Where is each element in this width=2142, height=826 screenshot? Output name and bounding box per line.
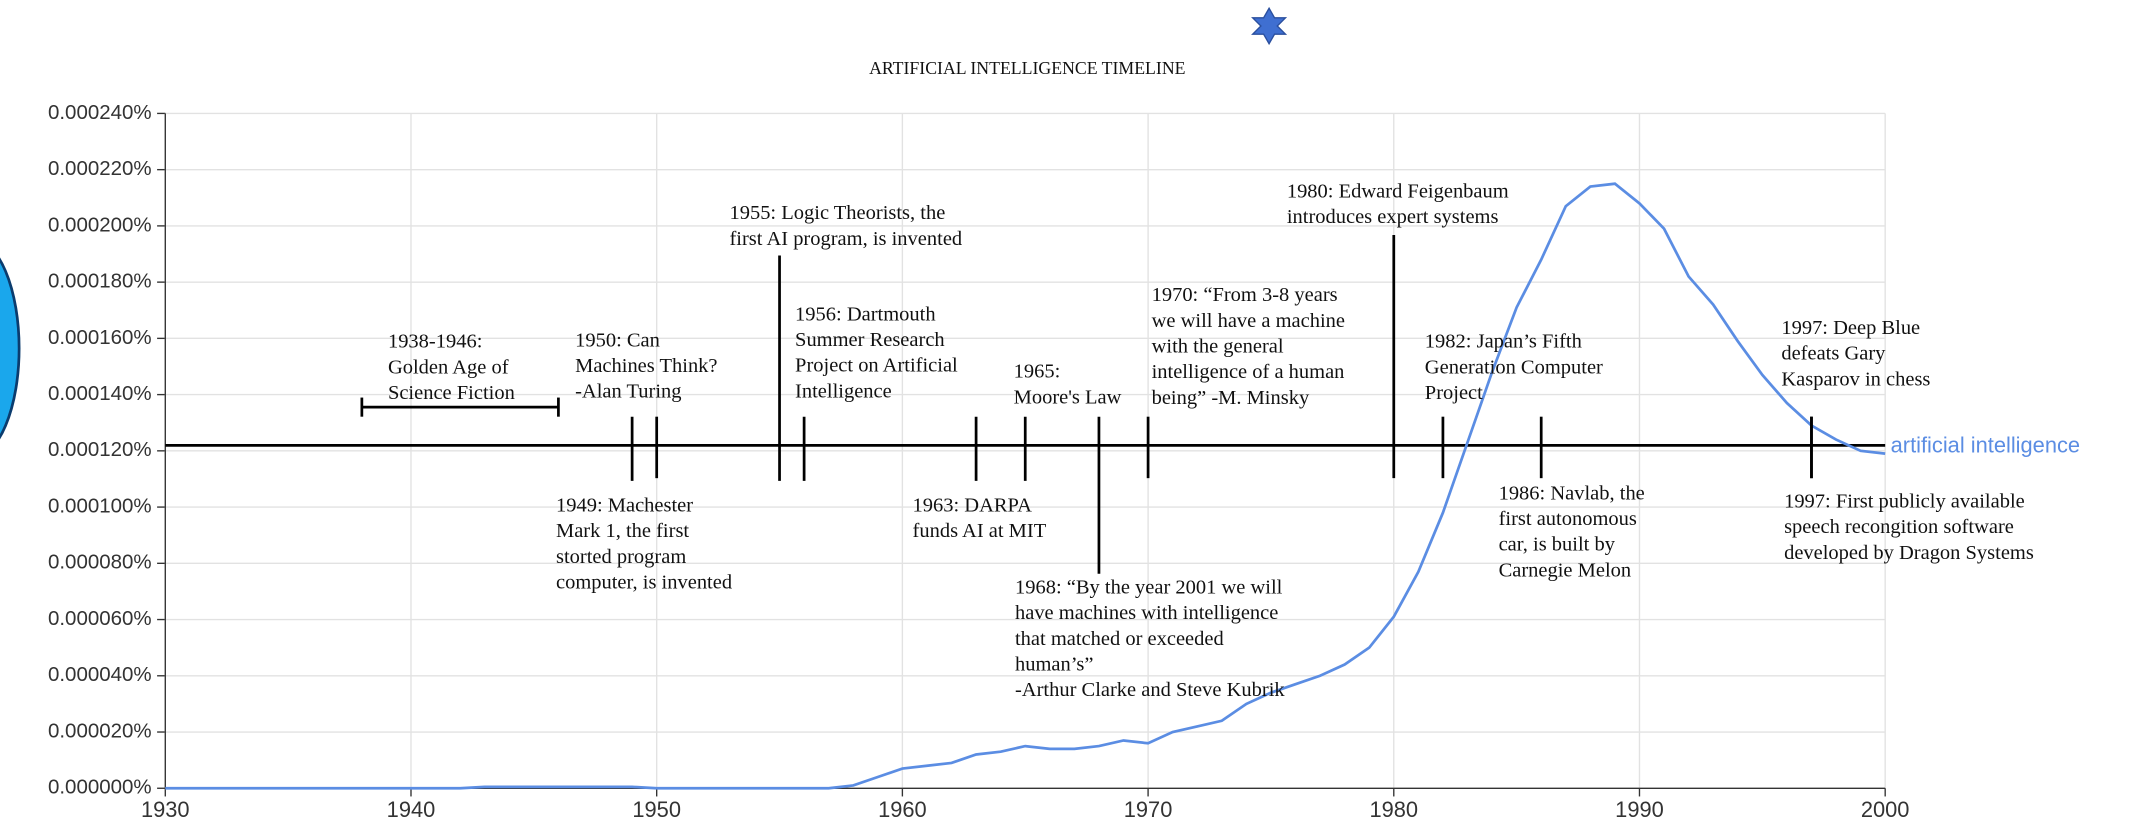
annotation-text: Science Fiction	[388, 382, 515, 404]
annotation-text: Carnegie Melon	[1499, 559, 1632, 581]
data-line	[165, 182, 1886, 790]
y-tick-label: 0.000040%	[48, 663, 152, 686]
y-tick-label: 0.000000%	[48, 776, 152, 799]
annotation-text: first AI program, is invented	[729, 228, 962, 250]
y-tick-label: 0.000060%	[48, 607, 152, 630]
y-tick-label: 0.000240%	[48, 101, 152, 124]
annotation-text: Generation Computer	[1425, 356, 1603, 378]
annotation-text: speech recongition software	[1784, 516, 2014, 538]
annotation-text: introduces expert systems	[1287, 206, 1499, 228]
annotation-text: 1955: Logic Theorists, the	[729, 202, 945, 224]
annotation-text: Machines Think?	[575, 355, 717, 377]
annotation-text: -Alan Turing	[575, 381, 681, 403]
y-tick-label: 0.000020%	[48, 719, 152, 742]
y-tick-label: 0.000080%	[48, 551, 152, 574]
annotation-text: Summer Research	[795, 329, 945, 351]
annotation-text: being” -M. Minsky	[1152, 387, 1310, 409]
annotation-text: 1982: Japan’s Fifth	[1425, 331, 1582, 353]
y-tick-label: 0.000100%	[48, 494, 152, 517]
x-tick-label: 1950	[632, 797, 681, 822]
x-tick-label: 1960	[878, 797, 927, 822]
annotation-text: 1980: Edward Feigenbaum	[1287, 180, 1509, 202]
annotation-text: first autonomous	[1499, 508, 1637, 530]
annotation-text: Mark 1, the first	[556, 520, 689, 542]
annotation-text: 1963: DARPA	[913, 495, 1033, 517]
y-tick-label: 0.000120%	[48, 438, 152, 461]
annotation-text: car, is built by	[1499, 534, 1616, 556]
decoration	[0, 257, 21, 440]
annotation-text: 1986: Navlab, the	[1499, 482, 1645, 504]
annotation-text: have machines with intelligence	[1015, 602, 1278, 624]
annotation-text: that matched or exceeded	[1015, 628, 1224, 650]
annotation-text: Intelligence	[795, 380, 892, 402]
annotation-text: Golden Age of	[388, 356, 509, 378]
annotation-text: we will have a machine	[1152, 310, 1345, 332]
annotation-text: storted program	[556, 546, 686, 568]
annotation-text: developed by Dragon Systems	[1784, 542, 2034, 564]
star-icon	[1251, 6, 1288, 46]
annotation-text: Project	[1425, 382, 1483, 404]
annotation-text: Moore's Law	[1014, 386, 1122, 408]
annotation-text: 1997: Deep Blue	[1781, 317, 1920, 339]
annotation-text: 1997: First publicly available	[1784, 490, 2025, 512]
y-tick-label: 0.000160%	[48, 326, 152, 349]
y-tick-label: 0.000140%	[48, 382, 152, 405]
annotation-text: intelligence of a human	[1152, 361, 1345, 383]
x-tick-label: 1990	[1615, 797, 1664, 822]
annotation-text: with the general	[1152, 336, 1284, 358]
annotation-text: defeats Gary	[1781, 343, 1886, 365]
annotation-text: Kasparov in chess	[1781, 368, 1930, 390]
y-tick-label: 0.000200%	[48, 213, 152, 236]
annotation-text: funds AI at MIT	[913, 520, 1047, 542]
annotation-text: 1968: “By the year 2001 we will	[1015, 577, 1283, 599]
annotation-text: 1950: Can	[575, 329, 660, 351]
x-tick-label: 1980	[1369, 797, 1418, 822]
annotation-text: 1970: “From 3-8 years	[1152, 284, 1338, 306]
x-tick-label: 1940	[387, 797, 436, 822]
y-tick-label: 0.000180%	[48, 270, 152, 293]
legend-label: artificial intelligence	[1891, 433, 2080, 458]
x-tick-label: 1970	[1124, 797, 1173, 822]
annotation-text: Project on Artificial	[795, 355, 958, 377]
chart-title: ARTIFICIAL INTELLIGENCE TIMELINE	[869, 58, 1185, 78]
annotation-text: -Arthur Clarke and Steve Kubrik	[1015, 679, 1285, 701]
annotation-text: 1938-1946:	[388, 331, 482, 353]
annotation-text: 1965:	[1014, 361, 1061, 383]
x-tick-label: 1930	[141, 797, 190, 822]
annotation-text: computer, is invented	[556, 572, 732, 594]
y-tick-label: 0.000220%	[48, 157, 152, 180]
annotation-text: 1956: Dartmouth	[795, 303, 936, 325]
annotation-text: human’s”	[1015, 654, 1094, 676]
annotation-text: 1949: Machester	[556, 495, 693, 517]
x-tick-label: 2000	[1861, 797, 1910, 822]
